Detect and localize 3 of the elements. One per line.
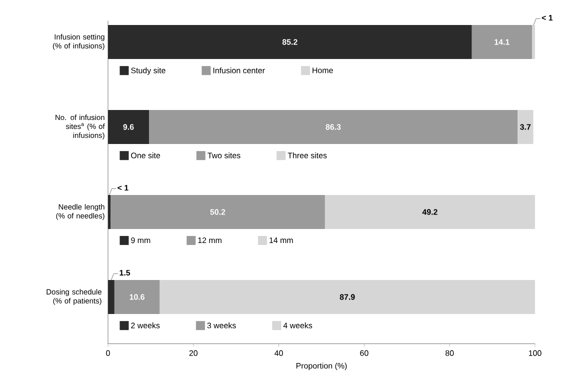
bar	[114, 280, 160, 314]
bar	[160, 280, 536, 314]
bar	[108, 280, 114, 314]
